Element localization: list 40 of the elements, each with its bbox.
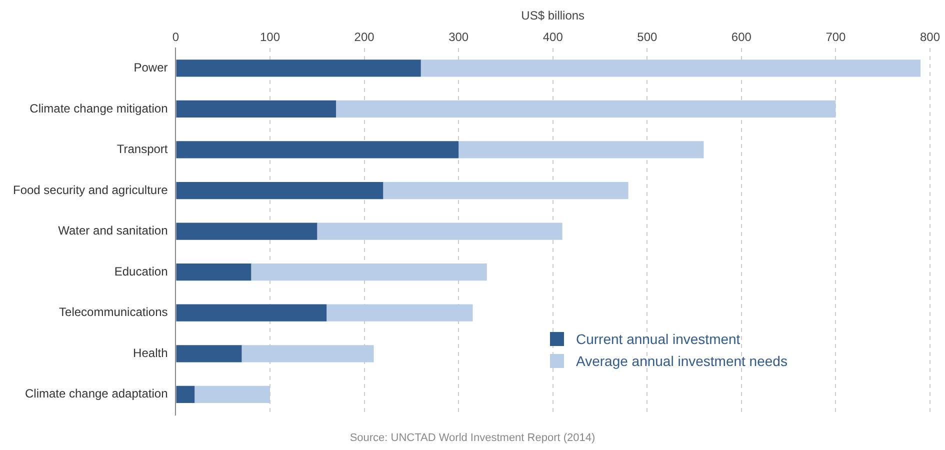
x-tick-label: 600 — [731, 30, 752, 44]
bar — [176, 141, 459, 158]
bar — [176, 222, 318, 240]
y-tick-label: Power — [134, 60, 168, 74]
x-tick-label: 300 — [448, 30, 469, 44]
bar — [176, 264, 252, 281]
source-note: Source: UNCTAD World Investment Report (2014) — [348, 432, 596, 444]
x-tick-label: 400 — [542, 30, 564, 44]
bar — [194, 386, 270, 403]
x-tick-label: 200 — [354, 30, 375, 44]
bar — [336, 100, 836, 118]
bar — [176, 304, 327, 322]
y-tick-label: Education — [114, 264, 168, 278]
legend-label: Average annual investment needs — [576, 352, 788, 369]
bar — [420, 60, 921, 77]
bar — [242, 345, 374, 362]
x-tick-label: 100 — [260, 30, 280, 44]
bar — [458, 141, 704, 158]
y-tick-label: Water and sanitation — [58, 224, 168, 238]
bar — [176, 100, 336, 118]
y-tick-label: Climate change mitigation — [30, 101, 168, 116]
bar — [383, 182, 628, 200]
x-axis-title: US$ billions — [521, 8, 585, 23]
bar — [176, 182, 384, 200]
bar — [176, 345, 242, 362]
bar — [317, 222, 562, 240]
bar — [176, 386, 195, 403]
bar — [176, 60, 421, 77]
y-tick-label: Telecommunications — [59, 305, 168, 320]
x-tick-label: 500 — [637, 30, 658, 44]
y-tick-label: Food security and agriculture — [12, 182, 168, 197]
x-tick-label: 800 — [920, 30, 940, 44]
legend-label: Current annual investment — [576, 330, 740, 347]
y-tick-label: Health — [133, 346, 168, 360]
x-tick-label: 0 — [172, 30, 180, 44]
bar — [251, 264, 487, 281]
x-tick-label: 700 — [826, 30, 846, 44]
y-tick-label: Climate change adaptation — [24, 386, 168, 401]
y-tick-label: Transport — [116, 142, 168, 156]
bar — [326, 304, 473, 322]
